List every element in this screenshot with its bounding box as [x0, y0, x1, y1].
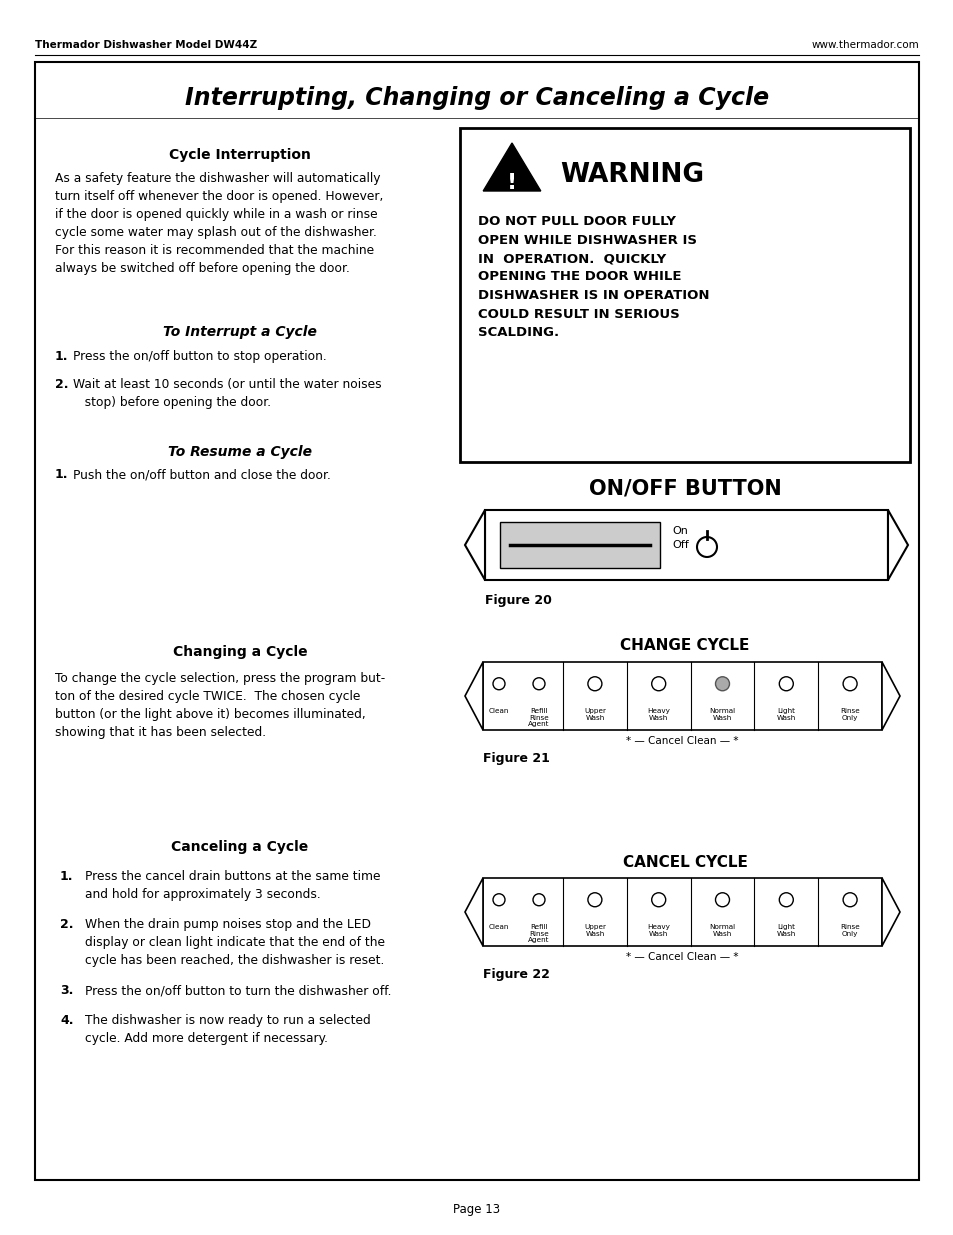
Text: To Interrupt a Cycle: To Interrupt a Cycle [163, 325, 316, 338]
Text: ON/OFF BUTTON: ON/OFF BUTTON [588, 478, 781, 498]
Text: www.thermador.com: www.thermador.com [810, 40, 918, 49]
Polygon shape [482, 143, 540, 191]
Polygon shape [882, 662, 899, 730]
Text: Upper
Wash: Upper Wash [583, 708, 605, 721]
Polygon shape [464, 878, 482, 946]
Text: Refill
Rinse
Agent: Refill Rinse Agent [528, 924, 549, 944]
Text: Thermador Dishwasher Model DW44Z: Thermador Dishwasher Model DW44Z [35, 40, 257, 49]
Text: Normal
Wash: Normal Wash [709, 924, 735, 936]
Bar [484, 510, 887, 580]
Text: Upper
Wash: Upper Wash [583, 924, 605, 936]
Text: Light
Wash: Light Wash [776, 924, 795, 936]
Text: Press the on/off button to turn the dishwasher off.: Press the on/off button to turn the dish… [85, 984, 391, 997]
Circle shape [493, 894, 504, 905]
Text: Cycle Interruption: Cycle Interruption [169, 148, 311, 162]
Text: Press the on/off button to stop operation.: Press the on/off button to stop operatio… [73, 350, 327, 363]
Circle shape [779, 677, 793, 690]
Polygon shape [464, 662, 482, 730]
Text: To Resume a Cycle: To Resume a Cycle [168, 445, 312, 459]
Text: .: . [509, 164, 514, 178]
Text: Figure 22: Figure 22 [482, 968, 549, 981]
Text: Figure 20: Figure 20 [484, 594, 551, 606]
Text: Interrupting, Changing or Canceling a Cycle: Interrupting, Changing or Canceling a Cy… [185, 86, 768, 110]
Text: * — Cancel Clean — *: * — Cancel Clean — * [625, 736, 738, 746]
Bar [482, 878, 882, 946]
Bar [499, 522, 659, 568]
Text: Rinse
Only: Rinse Only [840, 924, 859, 936]
Text: Refill
Rinse
Agent: Refill Rinse Agent [528, 708, 549, 727]
Text: When the drain pump noises stop and the LED
display or clean light indicate that: When the drain pump noises stop and the … [85, 918, 385, 967]
Circle shape [842, 677, 856, 690]
Text: The dishwasher is now ready to run a selected
cycle. Add more detergent if neces: The dishwasher is now ready to run a sel… [85, 1014, 371, 1045]
Text: As a safety feature the dishwasher will automatically
turn itself off whenever t: As a safety feature the dishwasher will … [55, 172, 383, 275]
Text: !: ! [506, 173, 517, 193]
Text: Press the cancel drain buttons at the same time
and hold for approximately 3 sec: Press the cancel drain buttons at the sa… [85, 869, 380, 902]
Text: Off: Off [671, 540, 688, 550]
Text: 1.: 1. [60, 869, 73, 883]
Text: Heavy
Wash: Heavy Wash [646, 708, 669, 721]
Circle shape [842, 893, 856, 906]
Circle shape [493, 678, 504, 690]
Text: Heavy
Wash: Heavy Wash [646, 924, 669, 936]
Text: Changing a Cycle: Changing a Cycle [172, 645, 307, 659]
Circle shape [651, 677, 665, 690]
Polygon shape [887, 510, 907, 580]
Circle shape [715, 677, 729, 690]
Text: CANCEL CYCLE: CANCEL CYCLE [622, 855, 746, 869]
Text: Push the on/off button and close the door.: Push the on/off button and close the doo… [73, 468, 331, 480]
Text: 2.: 2. [55, 378, 69, 391]
Text: 1.: 1. [55, 468, 69, 480]
Bar [459, 128, 909, 462]
Text: 2.: 2. [60, 918, 73, 931]
Text: Figure 21: Figure 21 [482, 752, 549, 764]
Circle shape [533, 894, 544, 905]
Text: DO NOT PULL DOOR FULLY
OPEN WHILE DISHWASHER IS
IN  OPERATION.  QUICKLY
OPENING : DO NOT PULL DOOR FULLY OPEN WHILE DISHWA… [477, 215, 709, 338]
Circle shape [651, 893, 665, 906]
Text: Light
Wash: Light Wash [776, 708, 795, 721]
Circle shape [715, 893, 729, 906]
Circle shape [587, 893, 601, 906]
Text: * — Cancel Clean — *: * — Cancel Clean — * [625, 952, 738, 962]
Text: On: On [671, 526, 687, 536]
Text: Canceling a Cycle: Canceling a Cycle [172, 840, 309, 853]
Text: Wait at least 10 seconds (or until the water noises
   stop) before opening the : Wait at least 10 seconds (or until the w… [73, 378, 381, 409]
Polygon shape [464, 510, 484, 580]
Circle shape [587, 677, 601, 690]
Text: 3.: 3. [60, 984, 73, 997]
Text: Rinse
Only: Rinse Only [840, 708, 859, 721]
Text: Clean: Clean [488, 708, 509, 714]
Circle shape [533, 678, 544, 690]
Text: To change the cycle selection, press the program but-
ton of the desired cycle T: To change the cycle selection, press the… [55, 672, 385, 739]
Text: Clean: Clean [488, 924, 509, 930]
Polygon shape [882, 878, 899, 946]
Text: CHANGE CYCLE: CHANGE CYCLE [619, 638, 749, 653]
Circle shape [779, 893, 793, 906]
Text: WARNING: WARNING [559, 162, 703, 188]
Text: Normal
Wash: Normal Wash [709, 708, 735, 721]
Text: 4.: 4. [60, 1014, 73, 1028]
Bar [482, 662, 882, 730]
Text: 1.: 1. [55, 350, 69, 363]
Text: Page 13: Page 13 [453, 1203, 500, 1216]
